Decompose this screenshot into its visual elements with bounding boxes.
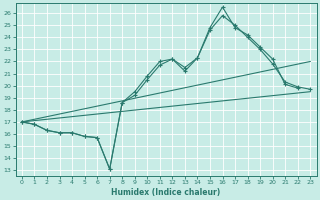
X-axis label: Humidex (Indice chaleur): Humidex (Indice chaleur) xyxy=(111,188,221,197)
